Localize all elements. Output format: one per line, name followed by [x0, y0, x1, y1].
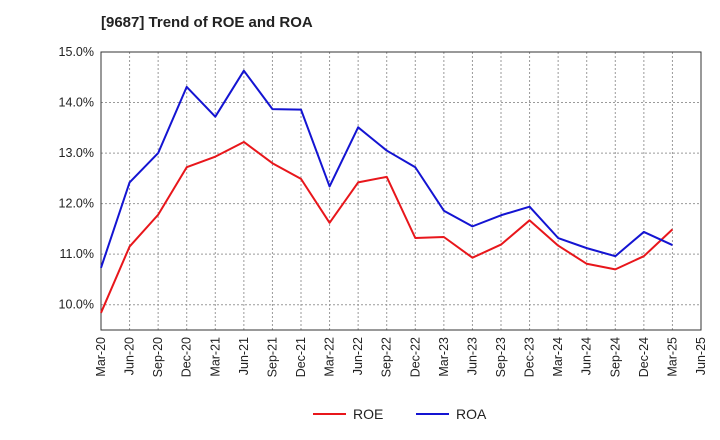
x-tick-label: Mar-21 — [208, 337, 222, 377]
chart-title: [9687] Trend of ROE and ROA — [101, 14, 313, 31]
x-tick-label: Dec-20 — [180, 337, 194, 377]
x-tick-label: Sep-24 — [608, 337, 622, 377]
series-lines — [100, 69, 674, 314]
x-tick-label: Sep-20 — [151, 337, 165, 377]
x-tick-label: Sep-21 — [265, 337, 279, 377]
x-tick-label: Dec-24 — [637, 337, 651, 377]
x-tick-label: Jun-24 — [580, 337, 594, 375]
x-tick-label: Jun-20 — [123, 337, 137, 375]
y-tick-label: 14.0% — [59, 96, 94, 110]
x-tick-label: Mar-22 — [323, 337, 337, 377]
x-tick-label: Dec-21 — [294, 337, 308, 377]
series-line-roa — [100, 69, 673, 269]
x-tick-label: Jun-25 — [694, 337, 708, 375]
x-tick-label: Sep-23 — [494, 337, 508, 377]
y-tick-label: 12.0% — [59, 197, 94, 211]
x-tick-label: Mar-20 — [94, 337, 108, 377]
y-tick-label: 10.0% — [59, 298, 94, 312]
x-tick-label: Sep-22 — [380, 337, 394, 377]
legend-label-roa: ROA — [456, 406, 487, 422]
plot-area-frame — [100, 51, 702, 331]
x-tick-label: Dec-22 — [408, 337, 422, 377]
series-line-roe — [100, 140, 674, 314]
y-tick-label: 11.0% — [59, 247, 94, 261]
legend-label-roe: ROE — [353, 406, 383, 422]
y-tick-label: 15.0% — [59, 45, 94, 59]
x-tick-label: Mar-23 — [437, 337, 451, 377]
y-axis: 10.0% 11.0% 12.0% 13.0% 14.0% 15.0% — [59, 45, 94, 312]
x-tick-label: Jun-21 — [237, 337, 251, 375]
x-axis: Mar-20 Jun-20 Sep-20 Dec-20 Mar-21 Jun-21 Sep-… — [94, 337, 708, 377]
grid-lines — [101, 51, 701, 330]
x-tick-label: Mar-25 — [665, 337, 679, 377]
legend: ROE ROA — [313, 406, 487, 422]
y-tick-label: 13.0% — [59, 146, 94, 160]
x-tick-label: Jun-23 — [465, 337, 479, 375]
x-tick-label: Mar-24 — [551, 337, 565, 377]
x-tick-label: Jun-22 — [351, 337, 365, 375]
x-tick-label: Dec-23 — [523, 337, 537, 377]
